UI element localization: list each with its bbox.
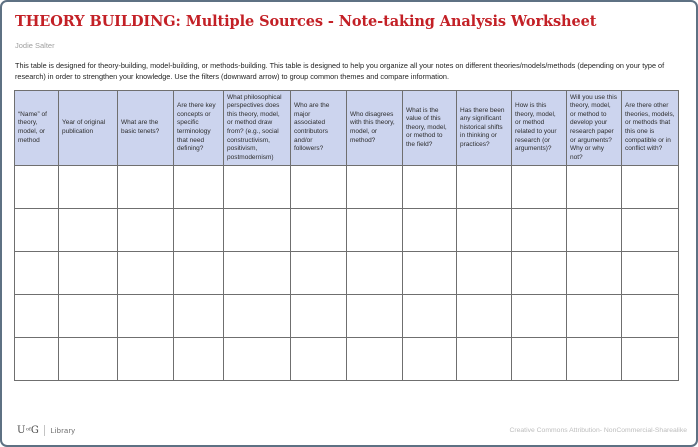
table-cell-r1-c4[interactable] [173,165,224,209]
table-cell-r1-c2[interactable] [58,165,118,209]
table-cell-r2-c6[interactable] [290,208,347,252]
table-cell-r4-c10[interactable] [511,294,567,338]
table-cell-r1-c12[interactable] [621,165,679,209]
table-cell-r3-c3[interactable] [117,251,174,295]
table-cell-r5-c11[interactable] [566,337,622,381]
table-cell-r3-c4[interactable] [173,251,224,295]
column-header-1: “Name” of theory, model, or method [14,90,59,166]
table-cell-r3-c6[interactable] [290,251,347,295]
table-cell-r5-c6[interactable] [290,337,347,381]
column-header-2: Year of original publication [58,90,118,166]
table-cell-r1-c5[interactable] [223,165,291,209]
table-cell-r2-c11[interactable] [566,208,622,252]
table-cell-r5-c7[interactable] [346,337,403,381]
table-cell-r5-c10[interactable] [511,337,567,381]
table-cell-r1-c11[interactable] [566,165,622,209]
table-cell-r2-c2[interactable] [58,208,118,252]
table-cell-r2-c12[interactable] [621,208,679,252]
column-header-5: What philosophical perspectives does thi… [223,90,291,166]
table-row [14,251,679,295]
table-cell-r3-c12[interactable] [621,251,679,295]
table-cell-r3-c1[interactable] [14,251,59,295]
table-cell-r3-c9[interactable] [456,251,512,295]
header-row: “Name” of theory, model, or method Year o… [14,90,679,166]
table-row [14,208,679,252]
table-cell-r1-c3[interactable] [117,165,174,209]
table-cell-r5-c12[interactable] [621,337,679,381]
description-paragraph: This table is designed for theory-buildi… [15,61,665,81]
table-cell-r4-c6[interactable] [290,294,347,338]
table-cell-r2-c5[interactable] [223,208,291,252]
column-header-3: What are the basic tenets? [117,90,174,166]
table-row [14,294,679,338]
table-cell-r5-c9[interactable] [456,337,512,381]
table-cell-r3-c7[interactable] [346,251,403,295]
table-row [14,337,679,381]
table-cell-r4-c3[interactable] [117,294,174,338]
table-cell-r3-c5[interactable] [223,251,291,295]
page-title: THEORY BUILDING: Multiple Sources - Note… [15,13,597,30]
table-body [14,165,679,381]
table-cell-r2-c1[interactable] [14,208,59,252]
note-taking-table: “Name” of theory, model, or method Year o… [14,90,679,381]
table-cell-r4-c4[interactable] [173,294,224,338]
table-cell-r5-c8[interactable] [402,337,457,381]
table-cell-r1-c8[interactable] [402,165,457,209]
logo-divider [44,425,46,436]
column-header-8: What is the value of this theory, model,… [402,90,457,166]
table-cell-r5-c3[interactable] [117,337,174,381]
table-cell-r4-c8[interactable] [402,294,457,338]
table-cell-r4-c7[interactable] [346,294,403,338]
note-taking-table-wrapper: “Name” of theory, model, or method Year o… [14,90,679,381]
table-cell-r5-c2[interactable] [58,337,118,381]
table-cell-r1-c10[interactable] [511,165,567,209]
table-cell-r3-c11[interactable] [566,251,622,295]
table-cell-r1-c9[interactable] [456,165,512,209]
column-header-12: Are there other theories, models, or met… [621,90,679,166]
column-header-10: How is this theory, model, or method rel… [511,90,567,166]
table-cell-r4-c2[interactable] [58,294,118,338]
table-cell-r2-c9[interactable] [456,208,512,252]
table-cell-r3-c8[interactable] [402,251,457,295]
table-cell-r1-c1[interactable] [14,165,59,209]
logo-unit-label: Library [50,426,76,435]
table-cell-r4-c11[interactable] [566,294,622,338]
table-cell-r3-c10[interactable] [511,251,567,295]
table-cell-r4-c5[interactable] [223,294,291,338]
author-name: Jodie Salter [15,41,55,50]
column-header-11: Will you use this theory, model, or meth… [566,90,622,166]
table-cell-r2-c7[interactable] [346,208,403,252]
table-cell-r2-c8[interactable] [402,208,457,252]
table-cell-r4-c12[interactable] [621,294,679,338]
column-header-9: Has there been any significant historica… [456,90,512,166]
table-row [14,165,679,209]
column-header-4: Are there key concepts or specific termi… [173,90,224,166]
table-cell-r1-c6[interactable] [290,165,347,209]
column-header-7: Who disagrees with this theory, model, o… [346,90,403,166]
table-cell-r4-c9[interactable] [456,294,512,338]
table-cell-r5-c1[interactable] [14,337,59,381]
table-cell-r5-c4[interactable] [173,337,224,381]
table-cell-r3-c2[interactable] [58,251,118,295]
column-header-6: Who are the major associated contributor… [290,90,347,166]
table-cell-r2-c10[interactable] [511,208,567,252]
table-cell-r1-c7[interactable] [346,165,403,209]
university-logo: UofG Library [17,425,75,436]
table-cell-r5-c5[interactable] [223,337,291,381]
license-text: Creative Commons Attribution- NonCommerc… [509,427,687,434]
uofg-logo-icon: UofG [17,425,40,436]
table-cell-r2-c4[interactable] [173,208,224,252]
table-cell-r4-c1[interactable] [14,294,59,338]
table-cell-r2-c3[interactable] [117,208,174,252]
